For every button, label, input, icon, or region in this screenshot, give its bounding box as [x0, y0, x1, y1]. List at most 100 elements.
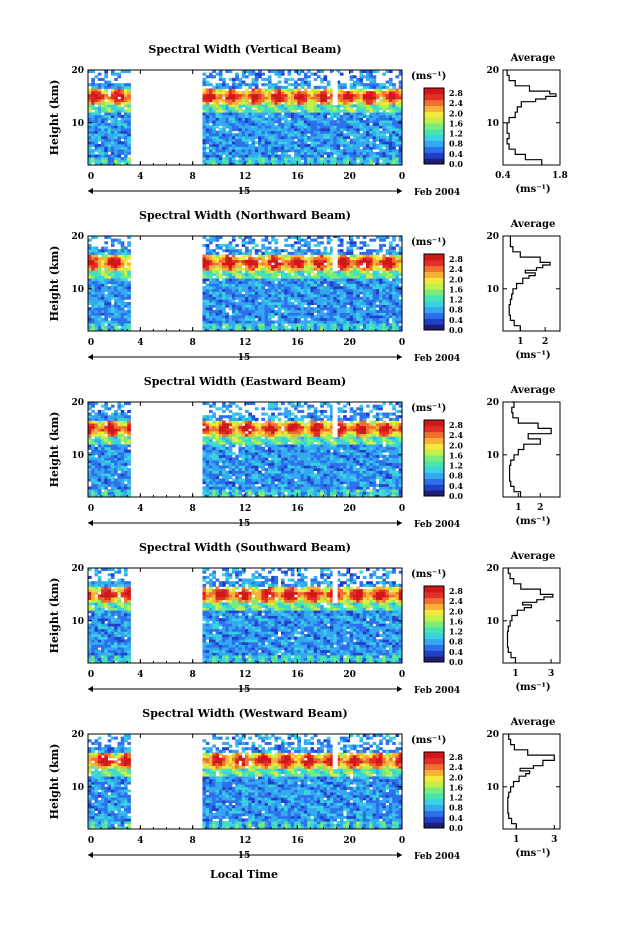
- heatmap-cell: [297, 106, 301, 110]
- heatmap-cell: [258, 109, 262, 113]
- heatmap-cell: [114, 294, 118, 298]
- heatmap-cell: [313, 280, 318, 284]
- heatmap-cell: [366, 259, 370, 263]
- heatmap-cell: [336, 154, 341, 158]
- heatmap-cell: [212, 154, 216, 158]
- heatmap-cell: [297, 133, 301, 137]
- heatmap-cell: [202, 312, 207, 316]
- heatmap-cell: [258, 254, 262, 258]
- heatmap-cell: [320, 315, 324, 319]
- heatmap-cell: [267, 254, 272, 258]
- heatmap-cell: [271, 149, 275, 153]
- heatmap-cell: [362, 299, 367, 303]
- heatmap-cell: [91, 452, 95, 456]
- heatmap-cell: [218, 243, 223, 247]
- heatmap-cell: [215, 301, 220, 306]
- heatmap-cell: [346, 312, 351, 316]
- heatmap-cell: [346, 283, 351, 287]
- heatmap-cell: [104, 296, 109, 300]
- heatmap-cell: [101, 122, 105, 126]
- heatmap-cell: [359, 257, 364, 261]
- heatmap-cell: [277, 109, 282, 113]
- heatmap-cell: [336, 157, 341, 161]
- heatmap-cell: [398, 286, 403, 290]
- heatmap-cell: [300, 135, 305, 140]
- heatmap-cell: [284, 259, 288, 263]
- heatmap-cell: [228, 120, 233, 124]
- heatmap-cell: [209, 259, 213, 263]
- heatmap-cell: [248, 91, 252, 95]
- heatmap-cell: [101, 309, 105, 313]
- heatmap-cell: [300, 278, 305, 282]
- heatmap-cell: [320, 280, 324, 284]
- heatmap-cell: [127, 104, 131, 108]
- heatmap-cell: [280, 296, 285, 300]
- heatmap-cell: [372, 93, 377, 97]
- heatmap-cell: [228, 70, 233, 74]
- heatmap-cell: [88, 438, 92, 442]
- heatmap-cell: [326, 122, 331, 126]
- heatmap-cell: [323, 151, 328, 155]
- heatmap-cell: [212, 101, 216, 105]
- heatmap-cell: [392, 301, 396, 306]
- heatmap-cell: [352, 241, 357, 245]
- heatmap-cell: [205, 159, 210, 163]
- heatmap-cell: [284, 109, 288, 113]
- heatmap-cell: [215, 106, 220, 110]
- heatmap-cell: [97, 72, 102, 76]
- heatmap-cell: [294, 280, 298, 284]
- heatmap-cell: [294, 309, 298, 313]
- heatmap-cell: [375, 265, 380, 269]
- heatmap-cell: [209, 288, 213, 292]
- heatmap-cell: [379, 272, 383, 276]
- heatmap-cell: [205, 141, 210, 145]
- heatmap-cell: [287, 83, 292, 87]
- heatmap-cell: [222, 278, 226, 282]
- heatmap-cell: [97, 317, 102, 321]
- heatmap-cell: [107, 254, 112, 258]
- heatmap-cell: [277, 286, 282, 290]
- heatmap-cell: [254, 315, 259, 319]
- heatmap-cell: [379, 304, 383, 308]
- heatmap-cell: [88, 154, 92, 158]
- heatmap-cell: [225, 301, 230, 306]
- heatmap-cell: [238, 154, 243, 158]
- heatmap-cell: [261, 315, 266, 319]
- heatmap-cell: [209, 151, 213, 155]
- heatmap-cell: [117, 146, 122, 150]
- heatmap-cell: [120, 301, 125, 306]
- heatmap-cell: [379, 283, 383, 287]
- heatmap-cell: [271, 323, 275, 327]
- heatmap-cell: [94, 267, 99, 271]
- heatmap-cell: [261, 309, 266, 313]
- heatmap-cell: [251, 91, 256, 95]
- heatmap-cell: [316, 138, 321, 142]
- heatmap-cell: [264, 99, 269, 103]
- heatmap-cell: [385, 280, 390, 284]
- heatmap-cell: [88, 251, 92, 255]
- heatmap-cell: [127, 267, 131, 271]
- heatmap-cell: [110, 138, 115, 142]
- heatmap-cell: [231, 159, 236, 163]
- heatmap-cell: [316, 272, 321, 276]
- heatmap-cell: [218, 272, 223, 276]
- heatmap-cell: [202, 80, 207, 84]
- heatmap-cell: [294, 83, 298, 87]
- date-axis-arrow: [397, 188, 402, 194]
- heatmap-cell: [123, 286, 128, 290]
- heatmap-cell: [222, 317, 226, 321]
- heatmap-cell: [97, 457, 102, 461]
- heatmap-cell: [251, 246, 256, 250]
- heatmap-cell: [117, 317, 122, 321]
- heatmap-cell: [343, 91, 347, 95]
- heatmap-cell: [388, 286, 393, 290]
- heatmap-cell: [91, 481, 95, 485]
- heatmap-cell: [248, 143, 252, 147]
- heatmap-cell: [294, 146, 298, 150]
- heatmap-cell: [91, 433, 95, 437]
- heatmap-cell: [320, 265, 324, 269]
- heatmap-cell: [326, 296, 331, 300]
- heatmap-cell: [339, 104, 344, 108]
- heatmap-cell: [277, 128, 282, 132]
- heatmap-cell: [228, 125, 233, 129]
